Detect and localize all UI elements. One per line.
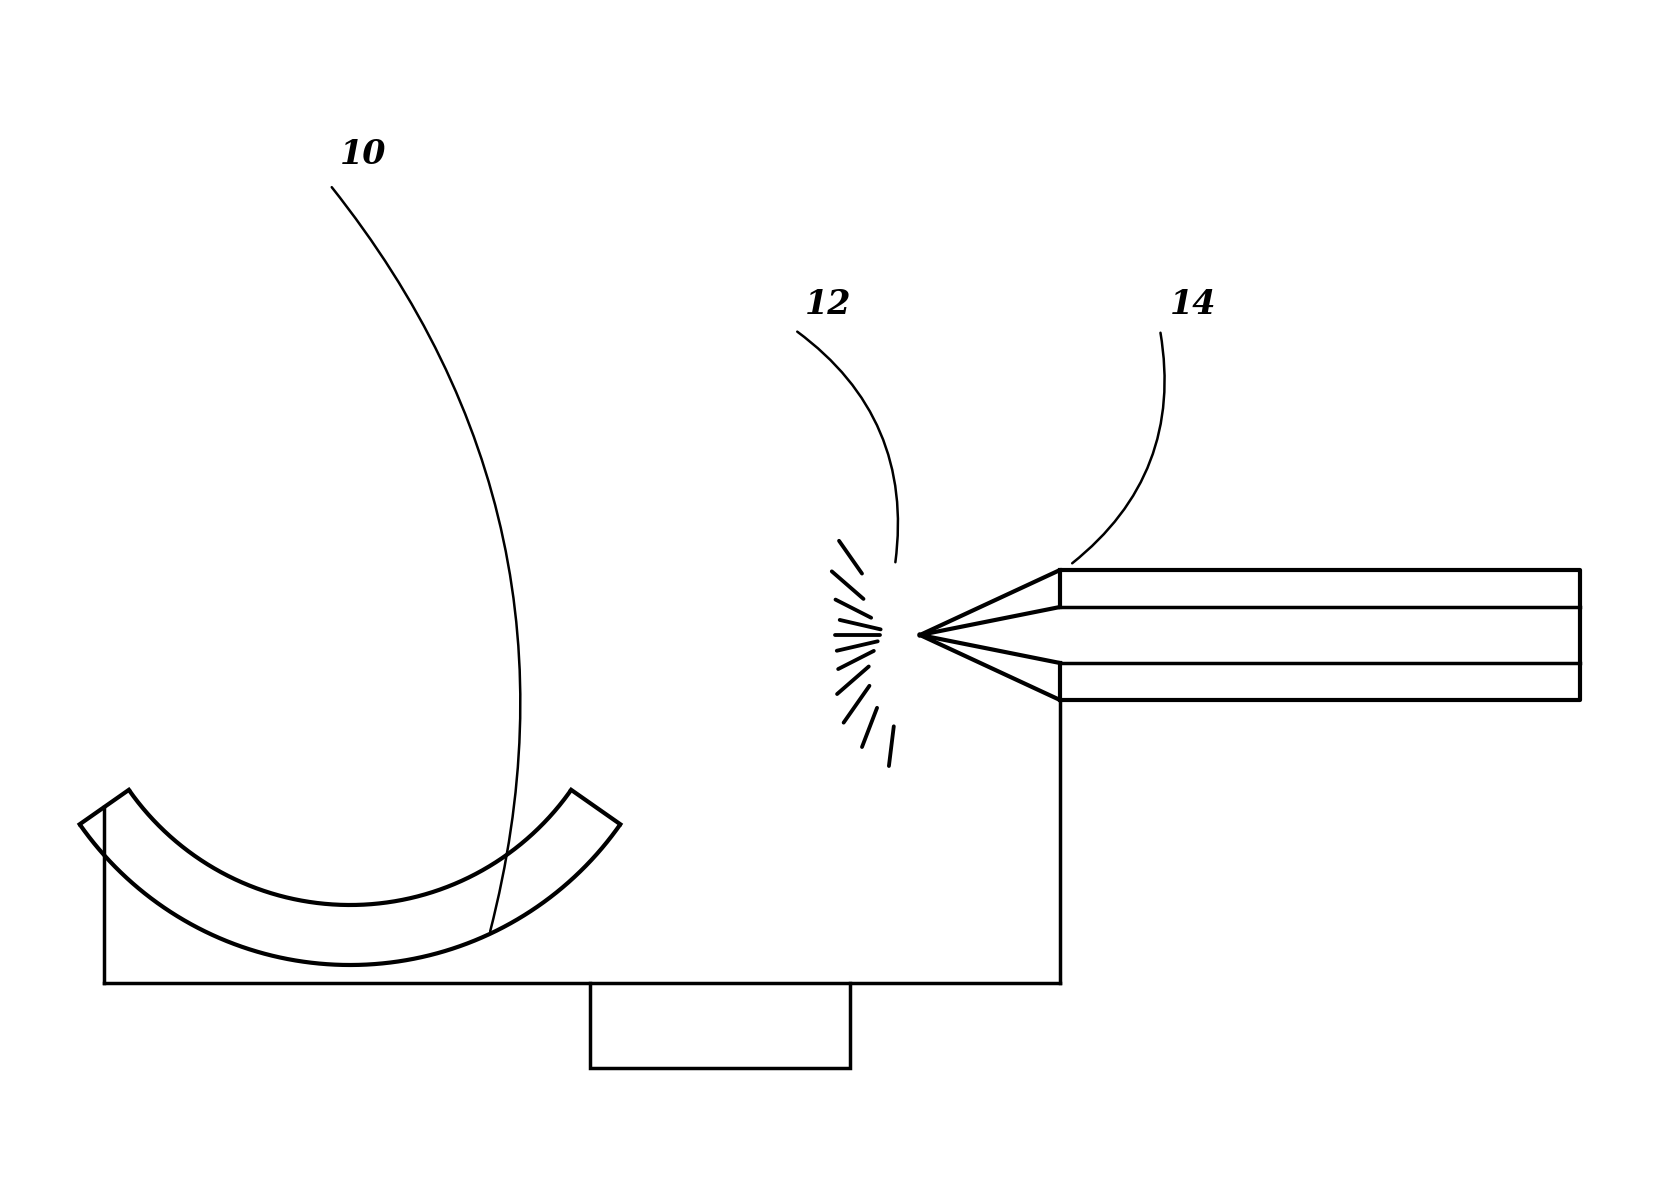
Text: 14: 14 [1170, 288, 1216, 321]
Text: 16: 16 [697, 1008, 744, 1042]
Text: 10: 10 [339, 139, 386, 172]
Bar [591, 982, 850, 1068]
Text: 12: 12 [805, 288, 852, 321]
